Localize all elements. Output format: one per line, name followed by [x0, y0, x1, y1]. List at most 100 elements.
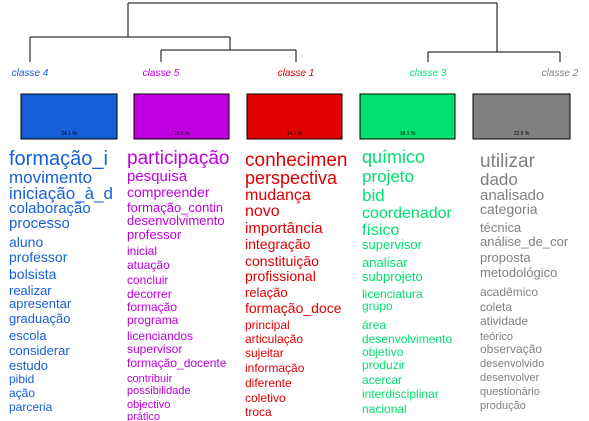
word: coletivo	[245, 391, 286, 405]
word: estudo	[9, 358, 48, 373]
word: técnica	[480, 220, 522, 235]
word: mudança	[245, 187, 311, 204]
word: proposta	[480, 250, 531, 265]
word: desenvolver	[480, 372, 540, 384]
word: professor	[9, 249, 68, 265]
word: teórico	[480, 331, 513, 343]
word: desenvolvimento	[127, 213, 225, 228]
word: colaboração	[9, 200, 91, 217]
word-column: formação_imovimentoiniciação_à_dcolabora…	[9, 148, 113, 414]
word-column: conhecimenperspectivamudançanovoimportân…	[245, 150, 347, 419]
word: apresentar	[9, 296, 72, 311]
word: inicial	[127, 244, 157, 258]
word: compreender	[127, 184, 210, 200]
class-percent: 18.1 %	[400, 131, 416, 137]
word-column: químicoprojetobidcoordenadorfísicosuperv…	[362, 147, 453, 416]
word: concluir	[127, 273, 168, 287]
word: acadêmico	[480, 285, 538, 299]
word: considerar	[9, 343, 70, 358]
word: possibilidade	[127, 385, 191, 397]
class-percent: 16.5 %	[174, 131, 190, 137]
word: formação_docente	[127, 356, 227, 370]
word: licenciatura	[362, 287, 423, 301]
word: supervisor	[127, 342, 182, 356]
word: realizar	[9, 283, 52, 298]
word: dado	[480, 170, 518, 189]
word: diferente	[245, 376, 292, 390]
word: análise_de_cor	[480, 234, 569, 249]
word: graduação	[9, 311, 70, 326]
word: objectivo	[127, 399, 170, 411]
word: produzir	[362, 358, 405, 372]
class-label: classe 2	[542, 68, 579, 79]
word: contribuir	[127, 373, 173, 385]
word: escola	[9, 328, 47, 343]
word: supervisor	[362, 237, 423, 252]
word: programa	[127, 313, 179, 327]
word: objetivo	[362, 345, 404, 359]
class-label: classe 5	[143, 68, 180, 79]
word: produção	[480, 400, 526, 412]
word: integração	[245, 236, 311, 252]
word: sujeitar	[245, 346, 284, 360]
word: profissional	[245, 268, 316, 284]
word: pesquisa	[127, 168, 188, 185]
word: prático	[127, 411, 160, 421]
word: coordenador	[362, 205, 453, 222]
word: químico	[362, 147, 425, 167]
word: desenvolvimento	[362, 332, 452, 346]
word-column: participaçãopesquisacompreenderformação_…	[127, 148, 229, 421]
word: aluno	[9, 234, 43, 250]
word: perspectiva	[245, 168, 338, 188]
class-box	[472, 93, 571, 140]
word: subprojeto	[362, 269, 423, 284]
word: principal	[245, 318, 290, 332]
word: informação	[245, 361, 305, 375]
class-box	[359, 93, 456, 140]
word: analisado	[480, 187, 544, 204]
class-percent: 24.1 %	[61, 131, 77, 137]
tree-lines	[29, 2, 561, 62]
word: formação_doce	[245, 300, 342, 316]
word: conhecimen	[245, 150, 347, 171]
word: área	[362, 318, 386, 332]
class-box	[20, 93, 118, 140]
word: projeto	[362, 167, 414, 186]
word: categoria	[480, 201, 538, 217]
word: formação	[127, 300, 177, 314]
word: licenciandos	[127, 329, 193, 343]
word: pibid	[9, 372, 34, 386]
class-box	[133, 93, 230, 140]
word: desenvolvido	[480, 358, 544, 370]
word: articulação	[245, 332, 303, 346]
word: utilizar	[480, 151, 536, 172]
word: ação	[9, 386, 35, 400]
word: troca	[245, 405, 272, 419]
word: iniciação_à_d	[9, 184, 113, 203]
word: importância	[245, 220, 323, 237]
class-label: classe 1	[278, 68, 315, 79]
word: analisar	[362, 255, 408, 270]
word: observação	[480, 342, 542, 356]
word: atuação	[127, 258, 170, 272]
word: físico	[362, 222, 399, 239]
word: formação_i	[9, 148, 108, 170]
word: metodológico	[480, 265, 557, 280]
class-label: classe 4	[12, 68, 49, 79]
word: parceria	[9, 400, 53, 414]
class-percent: 14.1 %	[287, 131, 303, 137]
class-box	[246, 93, 343, 140]
word: atividade	[480, 314, 528, 328]
word: formação_contin	[127, 200, 223, 215]
word: novo	[245, 203, 280, 220]
word: coleta	[480, 300, 512, 314]
word: decorrer	[127, 287, 172, 301]
word: bid	[362, 186, 385, 205]
word: questionário	[480, 386, 540, 398]
word: bolsista	[9, 266, 57, 282]
word: processo	[9, 215, 70, 232]
word: participação	[127, 148, 229, 169]
